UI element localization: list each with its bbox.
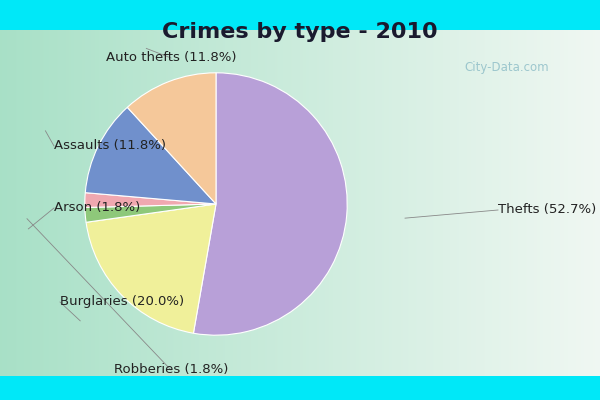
Text: Burglaries (20.0%): Burglaries (20.0%) [60,296,184,308]
Wedge shape [127,73,216,204]
Text: Robberies (1.8%): Robberies (1.8%) [114,364,228,376]
Text: Crimes by type - 2010: Crimes by type - 2010 [162,22,438,42]
Text: City-Data.com: City-Data.com [464,62,550,74]
Wedge shape [85,204,216,222]
Text: Assaults (11.8%): Assaults (11.8%) [54,140,166,152]
Text: Auto thefts (11.8%): Auto thefts (11.8%) [106,52,236,64]
Wedge shape [85,193,216,208]
Wedge shape [193,73,347,335]
Wedge shape [85,107,216,204]
Text: Thefts (52.7%): Thefts (52.7%) [498,204,596,216]
Text: Arson (1.8%): Arson (1.8%) [54,202,140,214]
Wedge shape [86,204,216,333]
